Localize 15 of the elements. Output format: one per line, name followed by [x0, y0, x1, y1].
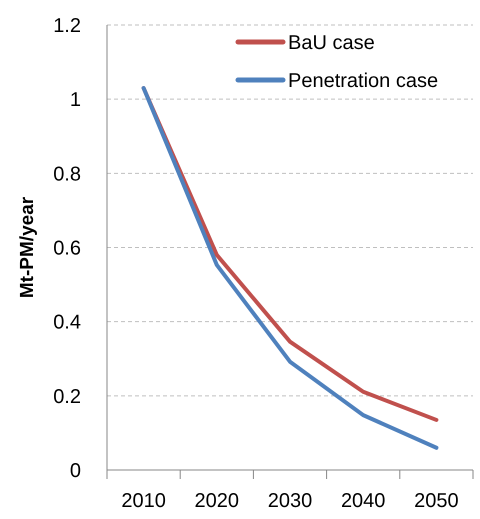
x-tick-label: 2030 [268, 490, 312, 512]
y-tick-label: 0.4 [53, 312, 81, 334]
y-axis-title: Mt-PM/year [17, 196, 38, 298]
x-tick-label: 2050 [414, 490, 459, 512]
legend-label: Penetration case [288, 70, 438, 92]
y-tick-label: 1.2 [53, 15, 81, 37]
y-tick-label: 0 [70, 460, 81, 482]
y-tick-label: 1 [70, 89, 81, 112]
x-tick-label: 2040 [340, 490, 386, 512]
y-tick-label: 0.8 [53, 163, 81, 186]
x-tick-label: 2010 [121, 490, 166, 512]
x-tick-label: 2020 [194, 490, 240, 512]
legend-label: BaU case [288, 32, 375, 54]
y-tick-label: 0.6 [53, 238, 81, 260]
y-tick-label: 0.2 [53, 386, 81, 408]
